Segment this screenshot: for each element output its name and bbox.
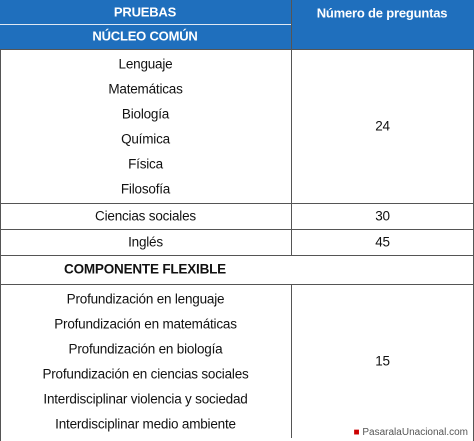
test-name: Ciencias sociales: [95, 208, 196, 224]
section-title: NÚCLEO COMÚN: [92, 28, 198, 44]
test-name: Lenguaje: [118, 56, 173, 71]
test-name: Matemáticas: [108, 81, 183, 96]
watermark: ■ PasaralaUnacional.com: [353, 427, 468, 438]
column-line: [291, 0, 292, 49]
section-title: COMPONENTE FLEXIBLE: [64, 261, 226, 277]
column-line: [291, 203, 292, 229]
test-name: Interdisciplinar medio ambiente: [55, 416, 236, 431]
row-line: [0, 229, 474, 230]
header-divider: [0, 24, 291, 25]
test-name: Profundización en lenguaje: [66, 291, 225, 306]
watermark-text: PasaralaUnacional.com: [362, 427, 468, 438]
test-name: Profundización en ciencias sociales: [42, 366, 249, 381]
row-line: [0, 284, 474, 285]
test-name: Química: [121, 131, 170, 146]
column-line: [291, 229, 292, 255]
question-count: 45: [375, 234, 390, 250]
row-line: [0, 255, 474, 256]
column-line: [291, 284, 292, 438]
column-line: [291, 49, 292, 203]
test-name: Profundización en matemáticas: [54, 316, 237, 331]
question-count: 30: [375, 208, 390, 224]
column-header: PRUEBAS: [113, 4, 177, 20]
test-name: Interdisciplinar violencia y sociedad: [43, 391, 248, 406]
question-count: 24: [375, 118, 390, 134]
test-name: Profundización en biología: [68, 341, 223, 356]
row-line: [0, 203, 474, 204]
question-count: 15: [375, 353, 390, 369]
column-line: [0, 49, 1, 441]
row-line: [0, 49, 474, 50]
test-name: Física: [128, 156, 163, 171]
test-name: Filosofía: [120, 181, 171, 196]
column-header: Número de preguntas: [316, 5, 448, 21]
test-name: Inglés: [128, 234, 163, 250]
test-name: Biología: [121, 106, 170, 121]
